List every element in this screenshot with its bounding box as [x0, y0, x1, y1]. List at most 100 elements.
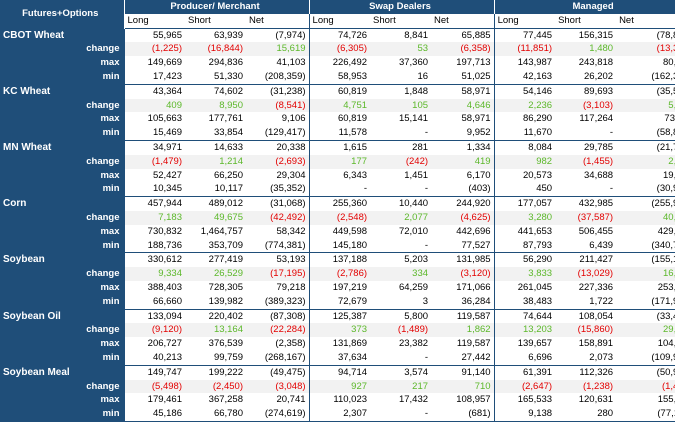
producer-short-max-cell: 177,761	[208, 113, 243, 125]
producer-net-position-cell: (31,238)	[246, 83, 310, 99]
swap-net-change-cell: (6,358)	[431, 42, 495, 57]
swap-long-max-cell: 6,343	[308, 168, 371, 183]
producer-net-change-cell: (2,693)	[246, 154, 310, 169]
managed-short-min-cell: 2,073	[555, 350, 617, 366]
swap-net-position-cell: 65,885	[431, 27, 495, 43]
swap-net-max-cell: 197,713	[456, 57, 491, 69]
producer-short-position-cell: 220,402	[185, 308, 246, 324]
producer-long-position-cell: 55,965	[123, 27, 185, 43]
producer-short-position-cell: 14,633	[185, 139, 246, 155]
managed-net-position-cell: (35,547)	[616, 83, 675, 99]
managed-long-max-cell: 139,657	[493, 337, 556, 351]
swap-short-max-cell: 17,432	[398, 394, 429, 406]
table-row: KC Wheat 43,364 74,602 (31,238) 60,819 1,848 5…	[0, 83, 675, 99]
commodity-name: Soybean Meal	[0, 364, 124, 380]
producer-net-min-cell: (208,359)	[246, 69, 310, 85]
managed-net-max-cell: 104,325	[657, 338, 675, 350]
swap-long-position-cell: 1,615	[308, 139, 371, 155]
producer-long-change-cell: (1,225)	[123, 42, 185, 57]
swap-short-change-cell: (1,489)	[370, 323, 432, 338]
managed-short-max-cell: 117,264	[579, 113, 614, 125]
producer-net-max-cell: 20,741	[276, 394, 306, 406]
producer-long-position-cell: 330,612	[123, 252, 185, 268]
group-header-producer: Producer/ Merchant	[124, 0, 310, 14]
col-header-net: Net	[616, 13, 675, 29]
group-header-swap: Swap Dealers	[309, 0, 495, 14]
swap-short-max-cell: 15,141	[398, 113, 429, 125]
swap-long-min-cell: 37,634	[308, 350, 371, 366]
managed-net-min-cell: (30,998)	[616, 182, 675, 198]
row-label-max: max	[0, 168, 124, 183]
managed-net-change-cell: 29,063	[616, 323, 675, 338]
table-row: max 179,461 367,258 20,741 110,023 17,432 108,…	[0, 393, 675, 408]
swap-net-min-cell: (403)	[431, 182, 495, 198]
managed-long-position-cell: 74,644	[493, 308, 556, 324]
swap-net-position-cell: 119,587	[431, 308, 495, 324]
managed-short-change-cell: (15,860)	[555, 323, 617, 338]
producer-long-max-cell: 388,403	[123, 280, 185, 295]
table-row: min 17,423 51,330 (208,359) 58,953 16 51,025 42…	[0, 69, 675, 85]
producer-net-change-cell: (42,492)	[246, 210, 310, 225]
managed-short-min-cell: 26,202	[555, 69, 617, 85]
managed-long-position-cell: 54,146	[493, 83, 556, 99]
managed-long-position-cell: 8,084	[493, 139, 556, 155]
managed-short-min-cell: 280	[555, 407, 617, 422]
managed-long-change-cell: 982	[493, 154, 556, 169]
producer-short-min-cell: 51,330	[185, 69, 246, 85]
producer-long-min-cell: 17,423	[123, 69, 185, 85]
managed-long-position-cell: 56,290	[493, 252, 556, 268]
producer-net-change-cell: 15,619	[246, 42, 310, 57]
producer-long-max-cell: 206,727	[123, 337, 185, 351]
row-label-min: min	[0, 407, 124, 422]
producer-short-change-cell: 1,214	[185, 154, 246, 169]
producer-long-min-cell: 66,660	[123, 294, 185, 310]
row-label-min: min	[0, 182, 124, 198]
swap-short-max-cell: 1,451	[404, 169, 429, 181]
table-row: change (1,479) 1,214 (2,693) 177 (242) 419 982(…	[0, 154, 675, 169]
swap-long-position-cell: 74,726	[308, 27, 371, 43]
managed-long-min-cell: 42,163	[493, 69, 556, 85]
managed-net-change-cell: 2,437	[616, 154, 675, 169]
col-header-short: Short	[185, 13, 246, 29]
table-row: max 52,427 66,250 29,304 6,343 1,451 6,170 20,5…	[0, 168, 675, 183]
producer-long-change-cell: (1,479)	[123, 154, 185, 169]
producer-short-max-cell: 728,305	[208, 281, 243, 293]
managed-short-change-cell: (37,587)	[555, 210, 617, 225]
producer-short-min-cell: 33,854	[185, 126, 246, 141]
managed-net-position-cell: (155,137)	[616, 252, 675, 268]
managed-short-min-cell: 6,439	[555, 238, 617, 254]
swap-short-position-cell: 281	[370, 139, 432, 155]
swap-long-change-cell: (6,305)	[308, 42, 371, 57]
swap-short-change-cell: 105	[370, 98, 432, 113]
swap-net-change-cell: (4,625)	[431, 210, 495, 225]
managed-long-change-cell: 2,236	[493, 98, 556, 113]
group-header-managed: Managed	[494, 0, 675, 14]
managed-long-position-cell: 61,391	[493, 364, 556, 380]
managed-short-min-cell: 1,722	[555, 294, 617, 310]
producer-net-position-cell: (31,068)	[246, 196, 310, 211]
table-body: CBOT Wheat 55,965 63,939 (7,974) 74,726 8,841…	[0, 27, 675, 422]
row-label-max: max	[0, 393, 124, 408]
producer-long-position-cell: 34,971	[123, 139, 185, 155]
swap-short-max-cell: 37,360	[398, 57, 429, 69]
managed-long-min-cell: 38,483	[493, 294, 556, 310]
row-label-min: min	[0, 238, 124, 254]
producer-short-change-cell: 8,950	[185, 98, 246, 113]
swap-short-position-cell: 10,440	[370, 196, 432, 211]
swap-net-max-cell: 108,957	[456, 394, 491, 406]
swap-long-position-cell: 255,360	[308, 196, 371, 211]
managed-net-change-cell: 40,867	[616, 210, 675, 225]
managed-short-position-cell: 156,315	[555, 27, 617, 43]
table-row: max 149,669 294,836 41,103 226,492 37,360 197,…	[0, 56, 675, 70]
swap-long-max-cell: 60,819	[308, 112, 371, 127]
managed-long-change-cell: 3,833	[493, 267, 556, 281]
producer-short-position-cell: 74,602	[185, 83, 246, 99]
managed-long-min-cell: 450	[493, 182, 556, 198]
swap-long-change-cell: 373	[308, 323, 371, 338]
commodity-name: CBOT Wheat	[0, 27, 124, 43]
producer-short-max-cell: 1,464,757	[200, 225, 243, 237]
swap-net-position-cell: 131,985	[431, 252, 495, 268]
table-row: change (1,225) (16,844) 15,619 (6,305) 53 (6,3…	[0, 42, 675, 57]
col-header-long: Long	[308, 13, 371, 29]
